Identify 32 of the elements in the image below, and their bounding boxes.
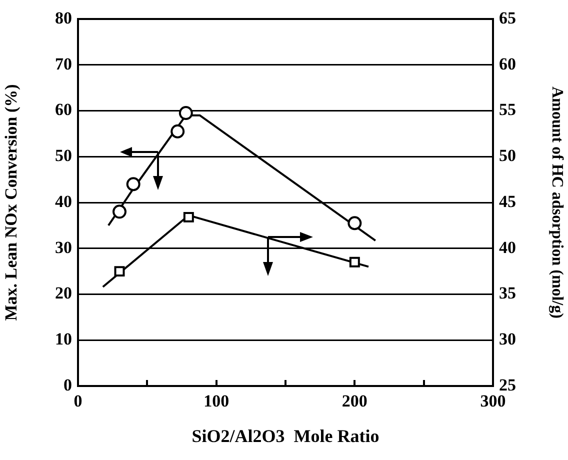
x-tick-label: 300 xyxy=(480,392,506,411)
y-tick-label: 70 xyxy=(55,54,72,74)
point xyxy=(112,204,126,219)
y-tick-label: 80 xyxy=(55,8,72,28)
y-tick-label: 0 xyxy=(64,375,72,394)
y-tick-label: 40 xyxy=(55,192,72,211)
y2-tick-label: 50 xyxy=(499,146,516,166)
y-tick-label: 10 xyxy=(55,330,72,349)
y2-tick-label: 45 xyxy=(499,192,516,211)
x-axis-title: SiO2/Al2O3 Mole Ratio xyxy=(192,426,380,446)
y-tick-label: 30 xyxy=(55,238,72,257)
y-axis-title: Max. Lean NOx Conversion (%) xyxy=(2,84,21,321)
y2-tick-label: 60 xyxy=(499,54,516,74)
point xyxy=(348,216,362,230)
y-tick-label: 20 xyxy=(55,284,72,303)
y2-tick-label: 55 xyxy=(499,100,516,120)
point xyxy=(178,106,193,120)
y2-axis-title: Amount of HC adsorption (mol/g) xyxy=(548,86,566,319)
point xyxy=(183,212,194,222)
y2-tick-label: 65 xyxy=(499,8,516,28)
y-tick-label: 60 xyxy=(55,100,72,120)
point xyxy=(349,256,360,268)
y2-tick-label: 25 xyxy=(499,375,516,394)
point xyxy=(114,266,125,277)
x-tick-label: 100 xyxy=(204,392,230,411)
point xyxy=(170,124,185,138)
point xyxy=(126,177,140,192)
y2-tick-label: 40 xyxy=(499,238,516,257)
y-tick-label: 50 xyxy=(55,146,72,166)
y2-tick-label: 35 xyxy=(499,284,516,303)
y2-tick-label: 30 xyxy=(499,330,516,349)
x-tick-label: 200 xyxy=(342,392,368,411)
